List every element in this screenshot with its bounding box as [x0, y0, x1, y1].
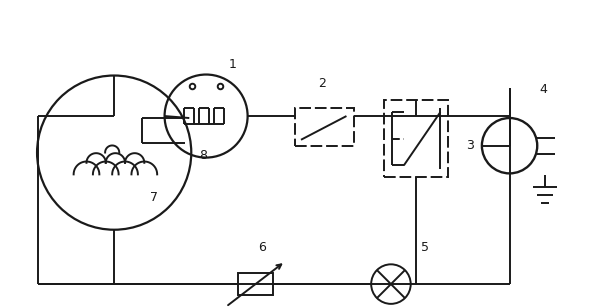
Text: 5: 5 — [421, 241, 428, 254]
Text: 8: 8 — [199, 149, 207, 162]
Bar — [295, 108, 355, 146]
Text: 1: 1 — [229, 58, 237, 71]
Bar — [238, 273, 274, 295]
Text: 4: 4 — [539, 83, 547, 96]
Circle shape — [482, 118, 537, 173]
Text: 3: 3 — [466, 139, 474, 152]
Text: 2: 2 — [318, 77, 326, 90]
Circle shape — [371, 264, 411, 304]
Bar — [384, 100, 448, 177]
Text: 6: 6 — [259, 241, 266, 254]
Text: 7: 7 — [150, 191, 158, 204]
